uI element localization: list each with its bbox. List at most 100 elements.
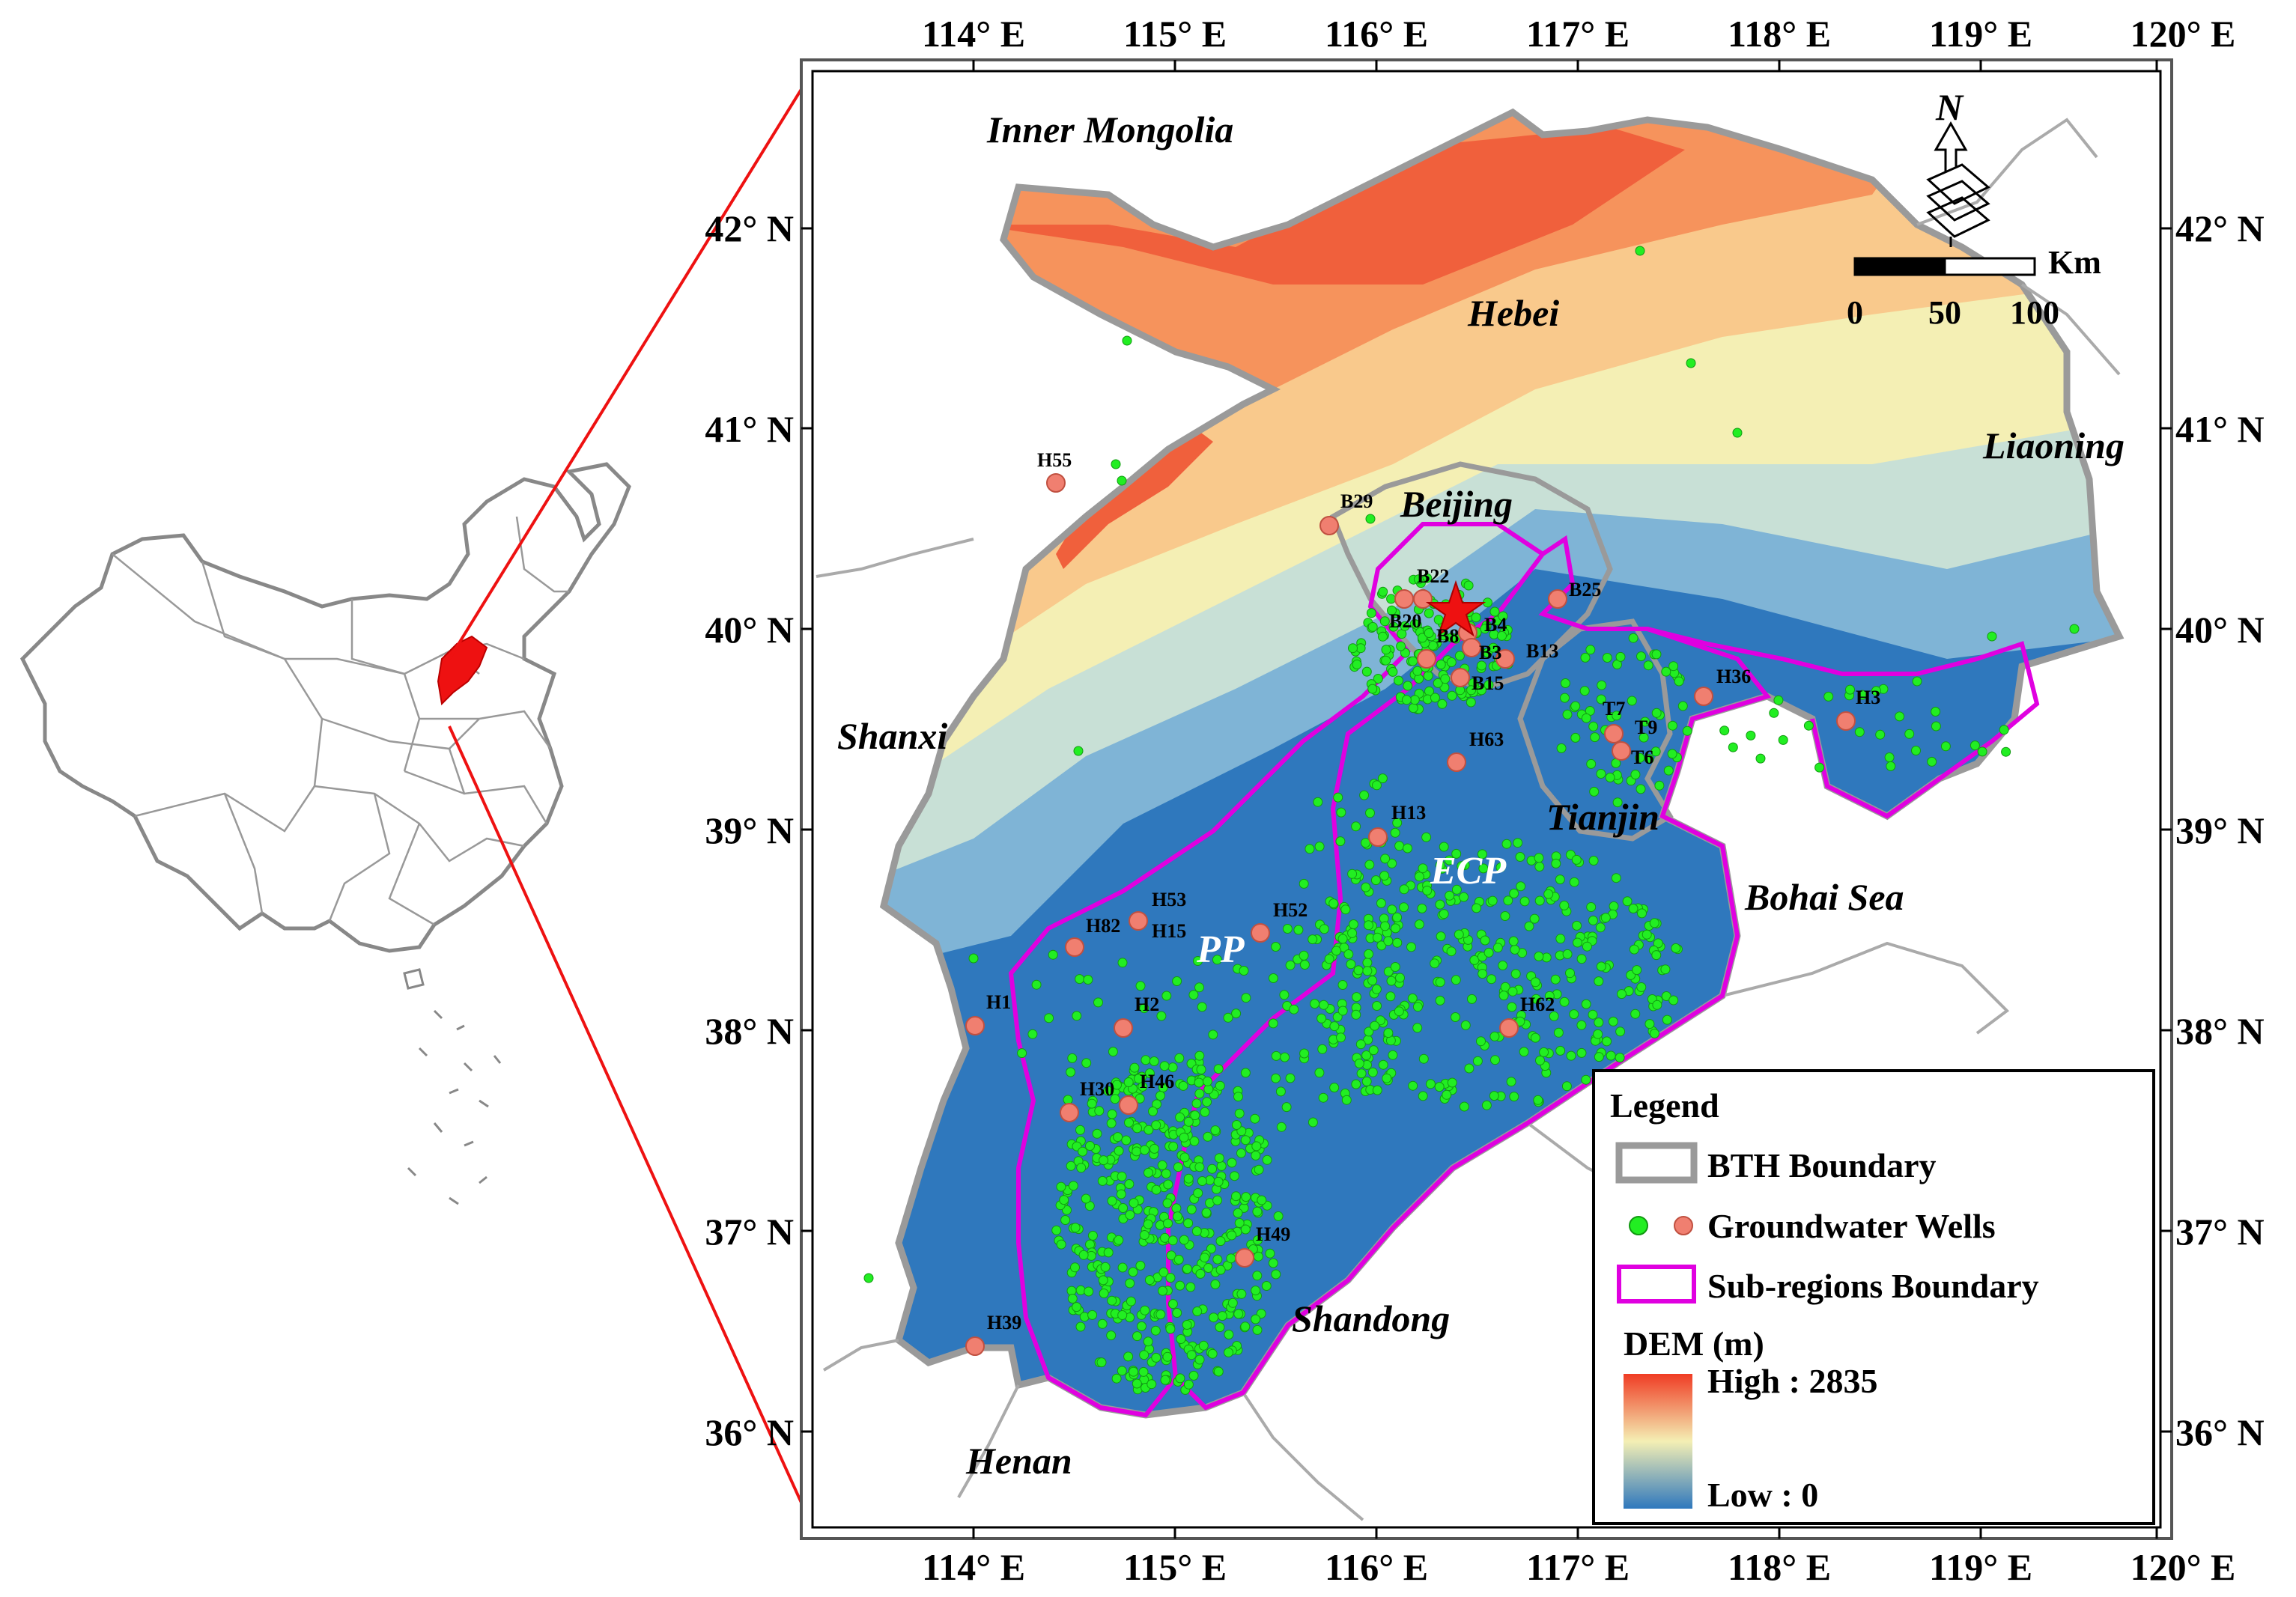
groundwater-well-dot[interactable] [1141,1055,1151,1065]
groundwater-well-dot[interactable] [1555,934,1566,944]
groundwater-well-dot[interactable] [1498,961,1508,970]
groundwater-well-dot[interactable] [1351,1009,1361,1020]
groundwater-well-dot[interactable] [1586,758,1597,769]
groundwater-well-dot[interactable] [1051,1225,1062,1235]
groundwater-well-dot[interactable] [1192,1307,1203,1316]
groundwater-well-dot[interactable] [1381,645,1391,655]
well-h49[interactable] [1235,1248,1254,1268]
groundwater-well-dot[interactable] [1875,729,1886,740]
well-h30[interactable] [1060,1103,1079,1122]
groundwater-well-dot[interactable] [1027,1029,1038,1039]
groundwater-well-dot[interactable] [1454,651,1465,661]
groundwater-well-dot[interactable] [1100,1262,1111,1272]
groundwater-well-dot[interactable] [1107,1295,1117,1306]
groundwater-well-dot[interactable] [1595,922,1606,933]
groundwater-well-dot[interactable] [1143,1336,1153,1347]
groundwater-well-dot[interactable] [1056,1239,1066,1250]
groundwater-well-dot[interactable] [1573,937,1582,948]
groundwater-well-dot[interactable] [1628,633,1639,643]
groundwater-well-dot[interactable] [1489,1031,1500,1041]
well-b29[interactable] [1319,516,1339,535]
groundwater-well-dot[interactable] [1155,1091,1165,1101]
groundwater-well-dot[interactable] [1324,954,1334,964]
groundwater-well-dot[interactable] [1353,965,1364,976]
groundwater-well-dot[interactable] [1403,681,1413,691]
well-b3[interactable] [1462,638,1481,657]
groundwater-well-dot[interactable] [1349,919,1358,929]
groundwater-well-dot[interactable] [1451,975,1461,985]
groundwater-well-dot[interactable] [1686,358,1696,368]
groundwater-well-dot[interactable] [1530,977,1540,988]
groundwater-well-dot[interactable] [1227,1298,1238,1308]
groundwater-well-dot[interactable] [1588,915,1598,925]
groundwater-well-dot[interactable] [1572,920,1582,931]
groundwater-well-dot[interactable] [1114,1146,1124,1156]
groundwater-well-dot[interactable] [1075,974,1085,985]
groundwater-well-dot[interactable] [1399,884,1409,895]
groundwater-well-dot[interactable] [1151,1120,1161,1131]
groundwater-well-dot[interactable] [1413,574,1424,585]
groundwater-well-dot[interactable] [1570,732,1581,743]
groundwater-well-dot[interactable] [1314,842,1325,852]
groundwater-well-dot[interactable] [1483,680,1494,690]
groundwater-well-dot[interactable] [1108,1047,1118,1057]
groundwater-well-dot[interactable] [1328,898,1339,909]
groundwater-well-dot[interactable] [1139,1230,1149,1240]
groundwater-well-dot[interactable] [1639,732,1649,743]
groundwater-well-dot[interactable] [1335,836,1346,847]
groundwater-well-dot[interactable] [1117,1262,1128,1273]
groundwater-well-dot[interactable] [1253,1235,1263,1245]
groundwater-well-dot[interactable] [1635,246,1645,256]
groundwater-well-dot[interactable] [1435,899,1445,910]
groundwater-well-dot[interactable] [1194,1077,1204,1088]
groundwater-well-dot[interactable] [1857,690,1868,700]
groundwater-well-dot[interactable] [1814,762,1825,773]
groundwater-well-dot[interactable] [1854,727,1865,737]
groundwater-well-dot[interactable] [1112,1080,1122,1090]
groundwater-well-dot[interactable] [1230,1171,1239,1181]
groundwater-well-dot[interactable] [1197,1176,1207,1186]
groundwater-well-dot[interactable] [1275,1086,1286,1097]
groundwater-well-dot[interactable] [1161,1169,1171,1179]
groundwater-well-dot[interactable] [1117,1171,1127,1181]
groundwater-well-dot[interactable] [1379,871,1390,881]
groundwater-well-dot[interactable] [1314,1068,1325,1078]
groundwater-well-dot[interactable] [1372,1001,1382,1011]
groundwater-well-dot[interactable] [1392,818,1403,828]
groundwater-well-dot[interactable] [1661,991,1671,1001]
groundwater-well-dot[interactable] [1352,660,1362,669]
groundwater-well-dot[interactable] [1083,975,1093,985]
groundwater-well-dot[interactable] [1627,696,1637,706]
groundwater-well-dot[interactable] [1215,1265,1226,1275]
groundwater-well-dot[interactable] [1472,1056,1483,1066]
groundwater-well-dot[interactable] [1194,1162,1205,1172]
groundwater-well-dot[interactable] [1017,1048,1027,1059]
groundwater-well-dot[interactable] [1367,684,1378,694]
groundwater-well-dot[interactable] [1608,1016,1618,1026]
groundwater-well-dot[interactable] [1385,991,1396,1002]
groundwater-well-dot[interactable] [1285,960,1296,970]
groundwater-well-dot[interactable] [1172,1308,1182,1318]
groundwater-well-dot[interactable] [1886,761,1896,771]
groundwater-well-dot[interactable] [968,953,979,964]
groundwater-well-dot[interactable] [1489,1091,1499,1101]
groundwater-well-dot[interactable] [1550,974,1561,985]
groundwater-well-dot[interactable] [1233,1309,1244,1319]
groundwater-well-dot[interactable] [1387,858,1397,869]
well-h46[interactable] [1119,1095,1138,1115]
groundwater-well-dot[interactable] [1195,1268,1206,1279]
groundwater-well-dot[interactable] [1481,1100,1492,1110]
groundwater-well-dot[interactable] [1252,1206,1263,1217]
groundwater-well-dot[interactable] [1150,1325,1161,1336]
groundwater-well-dot[interactable] [1424,608,1434,618]
groundwater-well-dot[interactable] [1543,889,1554,899]
groundwater-well-dot[interactable] [1231,1120,1242,1130]
groundwater-well-dot[interactable] [1379,616,1390,627]
groundwater-well-dot[interactable] [1508,936,1519,946]
groundwater-well-dot[interactable] [1194,1050,1205,1061]
groundwater-well-dot[interactable] [1386,976,1397,986]
groundwater-well-dot[interactable] [1188,1370,1199,1381]
groundwater-well-dot[interactable] [1823,691,1834,702]
groundwater-well-dot[interactable] [1144,1275,1155,1286]
groundwater-well-dot[interactable] [1581,999,1591,1009]
